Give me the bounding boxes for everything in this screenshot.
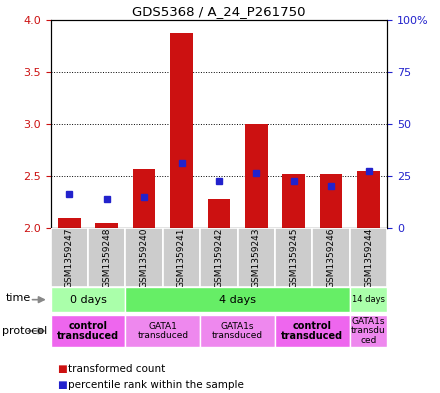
Text: GSM1359244: GSM1359244 — [364, 227, 373, 288]
Bar — [163, 228, 200, 287]
Text: GATA1
transduced: GATA1 transduced — [137, 321, 188, 340]
Text: GSM1359247: GSM1359247 — [65, 227, 74, 288]
Text: GSM1359245: GSM1359245 — [289, 227, 298, 288]
Bar — [245, 124, 268, 228]
Text: percentile rank within the sample: percentile rank within the sample — [68, 380, 244, 390]
Text: GSM1359240: GSM1359240 — [139, 227, 149, 288]
Text: GSM1359246: GSM1359246 — [326, 227, 336, 288]
Bar — [95, 223, 118, 228]
Bar — [350, 228, 387, 287]
Bar — [88, 228, 125, 287]
Bar — [125, 287, 350, 312]
Text: GATA1s
transdu
ced: GATA1s transdu ced — [351, 317, 386, 345]
Text: GSM1359248: GSM1359248 — [102, 227, 111, 288]
Bar — [238, 228, 275, 287]
Bar — [312, 228, 350, 287]
Bar — [200, 315, 275, 347]
Bar — [133, 169, 155, 228]
Bar — [170, 33, 193, 228]
Text: transformed count: transformed count — [68, 364, 165, 375]
Text: protocol: protocol — [2, 326, 48, 336]
Bar — [320, 174, 342, 228]
Bar — [125, 315, 200, 347]
Text: 4 days: 4 days — [219, 295, 256, 305]
Bar — [275, 228, 312, 287]
Bar — [58, 217, 81, 228]
Title: GDS5368 / A_24_P261750: GDS5368 / A_24_P261750 — [132, 6, 306, 18]
Text: control
transduced: control transduced — [57, 321, 119, 341]
Text: control
transduced: control transduced — [281, 321, 344, 341]
Bar — [125, 228, 163, 287]
Bar — [357, 171, 380, 228]
Bar — [200, 228, 238, 287]
Bar — [350, 287, 387, 312]
Text: GSM1359241: GSM1359241 — [177, 227, 186, 288]
Text: GATA1s
transduced: GATA1s transduced — [212, 321, 263, 340]
Text: ■: ■ — [57, 364, 67, 375]
Bar — [350, 315, 387, 347]
Bar — [51, 287, 125, 312]
Bar — [51, 315, 125, 347]
Text: 0 days: 0 days — [70, 295, 106, 305]
Text: ■: ■ — [57, 380, 67, 390]
Bar — [275, 315, 350, 347]
Text: GSM1359242: GSM1359242 — [214, 227, 224, 288]
Text: time: time — [5, 294, 30, 303]
Text: 14 days: 14 days — [352, 295, 385, 304]
Bar — [282, 174, 305, 228]
Bar — [208, 199, 230, 228]
Text: GSM1359243: GSM1359243 — [252, 227, 261, 288]
Bar — [51, 228, 88, 287]
